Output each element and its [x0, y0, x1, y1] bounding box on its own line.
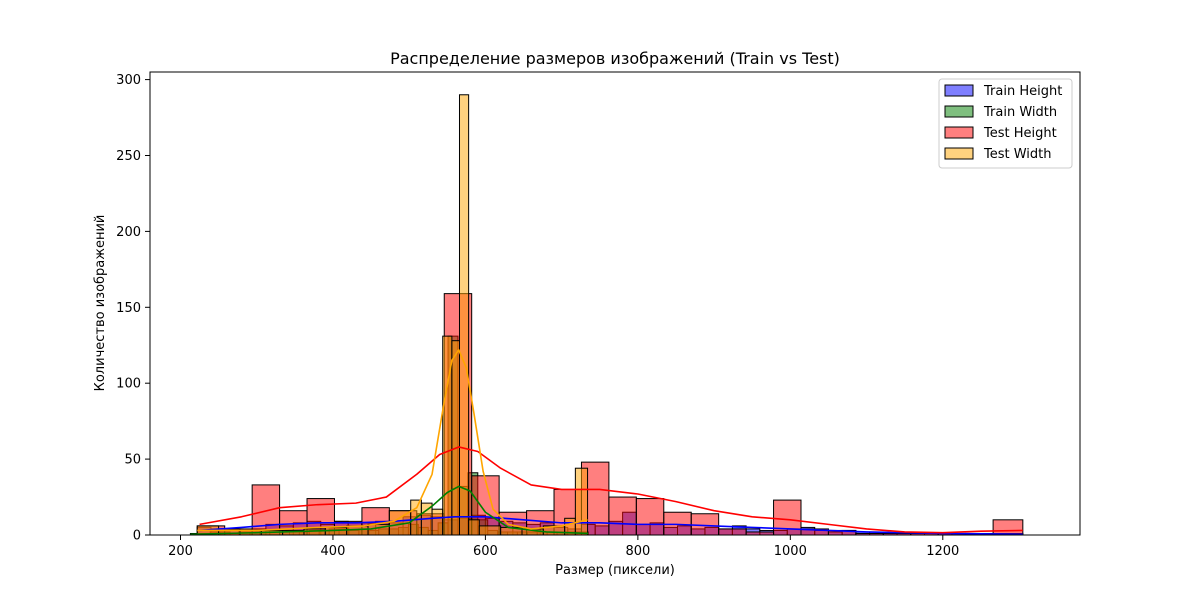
bar-test-height-29 — [992, 519, 1024, 536]
x-tick-label: 800 — [625, 544, 650, 559]
y-tick-label: 150 — [116, 301, 141, 316]
legend-swatch-train-width — [944, 105, 974, 118]
kde-line-test-height — [199, 446, 1023, 534]
y-tick-label: 250 — [116, 149, 141, 164]
kde-line-test-width — [197, 349, 588, 532]
legend-swatch-test-height — [944, 126, 974, 139]
chart-title: Распределение размеров изображений (Trai… — [390, 49, 840, 68]
bar-test-height-15 — [608, 496, 637, 536]
bar-test-width-17 — [478, 525, 502, 536]
x-axis-title: Размер (пиксели) — [555, 563, 675, 578]
kde-line-train-width — [190, 485, 589, 536]
legend-label-test-width: Test Width — [983, 147, 1052, 162]
bar-test-width-16 — [468, 519, 480, 536]
bar-test-height-19 — [718, 528, 747, 536]
kde-line-train-height — [199, 515, 1023, 536]
bar-test-width-14 — [451, 340, 460, 536]
bar-test-height-16 — [635, 498, 665, 536]
x-tick-label: 1200 — [926, 544, 959, 559]
y-tick-label: 100 — [116, 377, 141, 392]
legend-swatch-test-width — [944, 147, 974, 160]
x-tick-label: 1000 — [774, 544, 807, 559]
legend-label-train-width: Train Width — [983, 105, 1057, 120]
y-axis: 0 50 100 150 200 250 300 — [116, 73, 150, 544]
legend-box — [938, 78, 1073, 169]
x-tick-label: 600 — [473, 544, 498, 559]
bar-test-width-15 — [458, 94, 470, 536]
legend-label-test-height: Test Height — [983, 126, 1057, 141]
y-tick-label: 0 — [133, 529, 141, 544]
x-axis: 200 400 600 800 1000 1200 — [168, 535, 959, 559]
legend-label-train-height: Train Height — [983, 84, 1062, 99]
x-tick-label: 200 — [168, 544, 193, 559]
x-tick-label: 400 — [321, 544, 346, 559]
y-tick-label: 50 — [124, 453, 141, 468]
y-tick-label: 300 — [116, 73, 141, 88]
y-axis-title: Количество изображений — [93, 215, 108, 392]
plot-frame — [149, 71, 1081, 536]
legend-swatch-train-height — [944, 84, 974, 97]
y-tick-label: 200 — [116, 225, 141, 240]
bar-test-width-22 — [574, 467, 589, 536]
bar-test-width-12 — [431, 508, 444, 536]
bar-test-height-2 — [251, 484, 281, 536]
legend: Train Height Train Width Test Height Test W… — [938, 78, 1073, 169]
